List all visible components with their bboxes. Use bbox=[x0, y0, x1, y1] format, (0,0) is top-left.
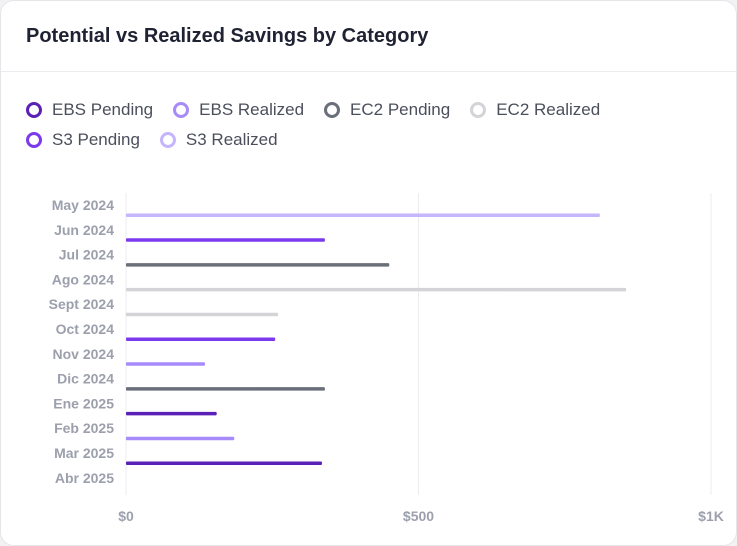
bar bbox=[126, 387, 325, 391]
legend-row: S3 Pending S3 Realized bbox=[26, 125, 716, 155]
bar bbox=[126, 461, 322, 465]
x-tick-label: $500 bbox=[403, 508, 434, 524]
legend-item-s3-realized[interactable]: S3 Realized bbox=[159, 130, 278, 150]
y-tick-label: Ago 2024 bbox=[52, 271, 114, 287]
legend-label: S3 Realized bbox=[185, 130, 278, 149]
bar bbox=[126, 312, 279, 317]
y-tick-label: Mar 2025 bbox=[54, 445, 114, 461]
legend-item-ebs-realized[interactable]: EBS Realized bbox=[173, 100, 304, 120]
y-tick-label: Abr 2025 bbox=[55, 470, 114, 486]
y-tick-label: Sept 2024 bbox=[49, 296, 115, 312]
legend-label: EBS Realized bbox=[199, 100, 305, 119]
legend-label: EC2 Realized bbox=[496, 100, 601, 119]
legend-marker-icon bbox=[159, 132, 176, 148]
y-tick-label: May 2024 bbox=[52, 197, 114, 213]
y-tick-label: Nov 2024 bbox=[53, 346, 115, 362]
legend-item-ec2-realized[interactable]: EC2 Realized bbox=[470, 100, 600, 120]
legend-item-ebs-pending[interactable]: EBS Pending bbox=[26, 100, 153, 120]
legend-label: EC2 Pending bbox=[350, 100, 451, 119]
y-tick-label: Jul 2024 bbox=[59, 247, 114, 263]
legend-marker-icon bbox=[26, 102, 42, 118]
bar bbox=[126, 238, 325, 242]
y-tick-label: Jun 2024 bbox=[54, 222, 114, 238]
y-tick-label: Feb 2025 bbox=[54, 420, 114, 436]
legend-item-ec2-pending[interactable]: EC2 Pending bbox=[324, 100, 450, 120]
legend-label: S3 Pending bbox=[52, 130, 140, 149]
x-tick-label: $0 bbox=[118, 508, 134, 524]
x-tick-label: $1K bbox=[698, 508, 724, 524]
bar bbox=[126, 411, 217, 416]
bar bbox=[126, 436, 235, 441]
legend-marker-icon bbox=[324, 102, 341, 118]
legend-item-s3-pending[interactable]: S3 Pending bbox=[26, 130, 140, 150]
legend-marker-icon bbox=[26, 132, 42, 148]
legend-marker-icon bbox=[470, 102, 487, 118]
chart-legend: EBS Pending EBS Realized EC2 Pending EC2… bbox=[26, 95, 716, 155]
legend-row: EBS Pending EBS Realized EC2 Pending EC2… bbox=[26, 95, 716, 125]
bar bbox=[126, 213, 600, 217]
y-tick-label: Oct 2024 bbox=[56, 321, 115, 337]
chart-title: Potential vs Realized Savings by Categor… bbox=[26, 25, 429, 47]
bar bbox=[126, 337, 276, 341]
y-tick-label: Ene 2025 bbox=[53, 395, 114, 411]
card-header: Potential vs Realized Savings by Categor… bbox=[1, 1, 736, 72]
legend-label: EBS Pending bbox=[52, 100, 154, 119]
bar bbox=[126, 287, 627, 292]
y-tick-label: Dic 2024 bbox=[57, 371, 114, 387]
bar bbox=[126, 263, 390, 267]
bar bbox=[126, 362, 205, 366]
legend-marker-icon bbox=[173, 102, 190, 118]
